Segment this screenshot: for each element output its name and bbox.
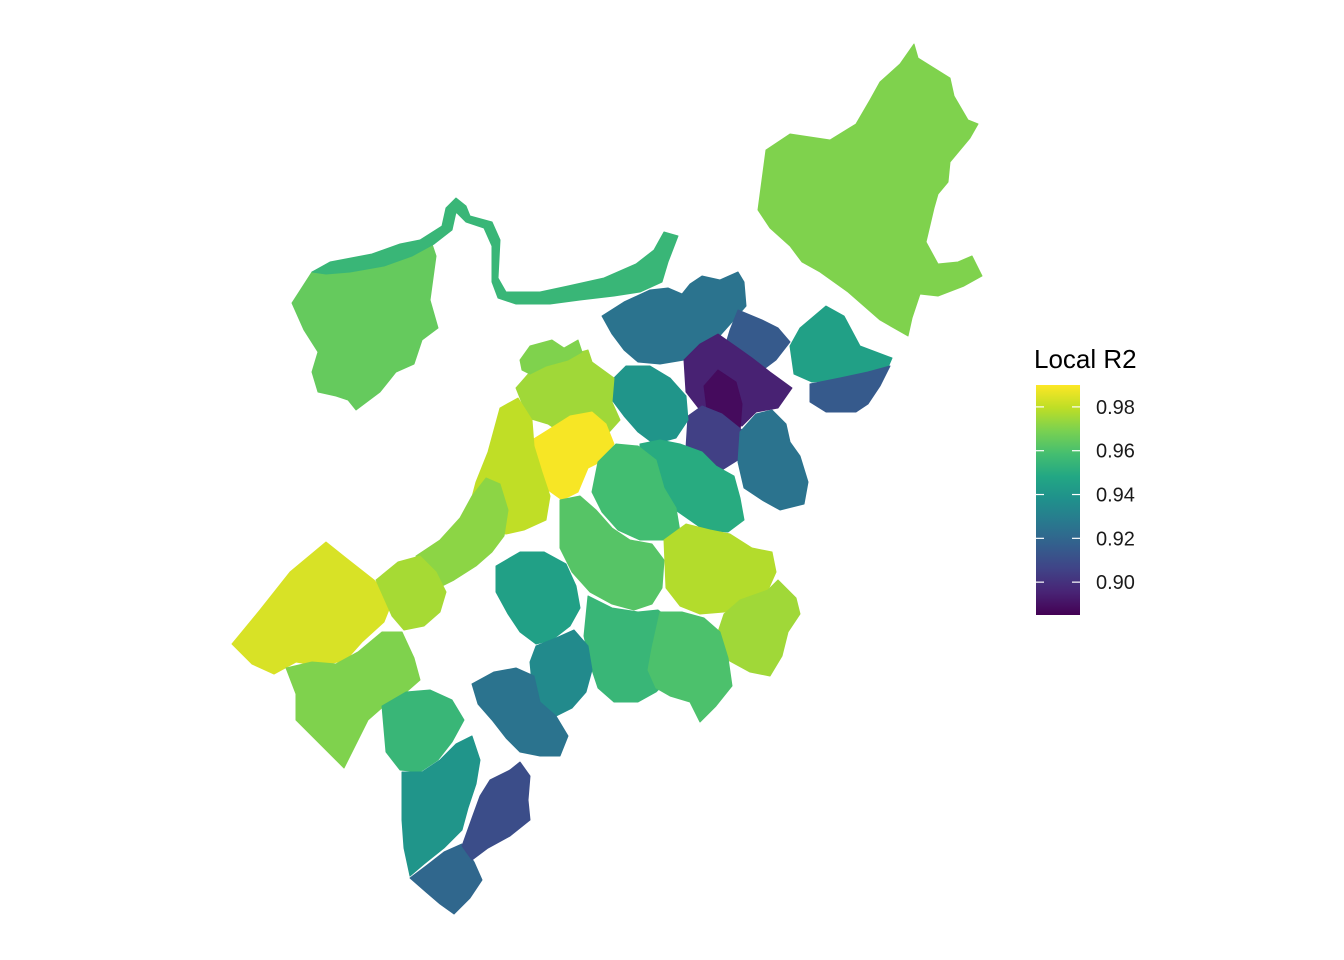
region-hyde-park-north [401, 735, 481, 877]
choropleth-regions [231, 43, 983, 915]
legend-tick-label: 0.90 [1096, 572, 1135, 594]
legend-tick-label: 0.94 [1096, 485, 1135, 507]
region-mission-hill [495, 551, 581, 645]
region-dorchester-north [663, 523, 777, 615]
region-west-roxbury-2 [375, 555, 447, 631]
region-dorchester-south [647, 611, 733, 723]
legend-tick-label: 0.96 [1096, 441, 1135, 463]
region-south-boston-north [789, 305, 893, 383]
legend-title: Local R2 [1034, 344, 1137, 374]
legend-tick-label: 0.92 [1096, 528, 1135, 550]
region-neponset [461, 761, 531, 861]
region-back-bay-1 [611, 365, 689, 445]
region-charlestown-east-boston [757, 43, 983, 337]
region-roslindale-2 [381, 689, 465, 773]
region-south-boston-waterfront [737, 409, 809, 511]
region-charles-river-corridor [311, 197, 679, 305]
legend-tick-label: 0.98 [1096, 397, 1135, 419]
legend-ticks: 0.98 0.96 0.94 0.92 0.90 [1036, 397, 1135, 594]
legend: Local R2 0.98 0.96 0.94 0.92 0.90 [1034, 344, 1137, 615]
region-west-roxbury-1 [231, 541, 393, 675]
region-south-boston-east [809, 365, 891, 413]
legend-colorbar [1036, 385, 1080, 615]
region-fenway-kenmore-2 [519, 339, 583, 375]
region-mattapan-2 [471, 667, 569, 757]
region-hyde-park-south [409, 843, 483, 915]
region-roxbury-1 [559, 495, 665, 611]
